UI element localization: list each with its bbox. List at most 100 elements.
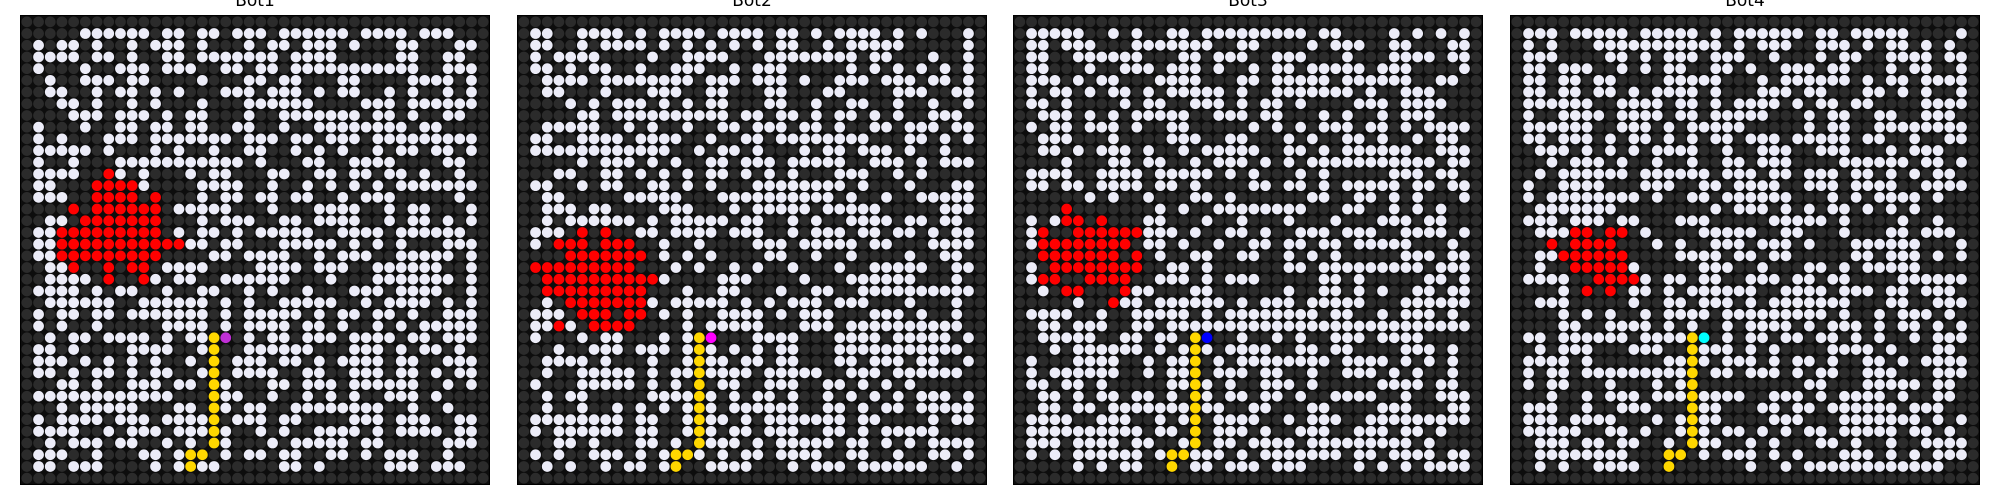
cell-wall (1306, 98, 1318, 110)
cell-open (1096, 145, 1108, 156)
cell-wall (454, 16, 466, 28)
cell-fire (600, 250, 612, 262)
cell-wall (647, 28, 658, 39)
cell-wall (834, 285, 846, 297)
cell-open (372, 414, 384, 426)
cell-wall (21, 379, 33, 390)
cell-open (91, 74, 103, 86)
cell-wall (1213, 285, 1225, 297)
cell-wall (974, 51, 986, 63)
cell-open (1330, 285, 1342, 297)
cell-wall (810, 74, 822, 86)
cell-wall (68, 191, 80, 203)
cell-wall (44, 16, 56, 28)
cell-open (1248, 250, 1260, 262)
cell-open (372, 379, 384, 390)
cell-fire (576, 308, 588, 320)
cell-wall (1119, 250, 1131, 262)
cell-open (764, 390, 775, 402)
cell-wall (407, 472, 419, 484)
cell-wall (1447, 215, 1459, 227)
cell-open (1201, 250, 1213, 262)
cell-wall (1189, 273, 1201, 285)
cell-wall (1213, 344, 1225, 355)
cell-wall (927, 215, 939, 227)
grid-frame (517, 15, 987, 485)
cell-wall (1365, 250, 1377, 262)
cell-wall (1377, 344, 1388, 355)
cell-wall (1435, 180, 1447, 192)
cell-open (810, 320, 822, 332)
cell-open (407, 86, 419, 98)
cell-wall (951, 63, 963, 75)
cell-open (927, 98, 939, 110)
cell-wall (951, 379, 963, 390)
cell-wall (1166, 472, 1178, 484)
cell-open (588, 121, 600, 133)
cell-open (647, 227, 658, 238)
cell-wall (717, 227, 729, 238)
cell-wall (255, 203, 267, 215)
cell-wall (442, 191, 454, 203)
cell-open (717, 297, 729, 309)
cell-wall (881, 16, 892, 28)
cell-wall (1470, 367, 1482, 379)
cell-open (278, 121, 290, 133)
cell-path (208, 367, 220, 379)
cell-wall (21, 308, 33, 320)
cell-wall (103, 121, 115, 133)
cell-wall (1330, 355, 1342, 367)
cell-wall (44, 402, 56, 414)
cell-open (33, 180, 44, 192)
cell-fire (553, 320, 565, 332)
cell-open (1037, 402, 1049, 414)
cell-open (161, 262, 173, 273)
cell-wall (1143, 332, 1154, 344)
cell-wall (419, 367, 431, 379)
cell-open (173, 449, 185, 461)
cell-wall (360, 320, 372, 332)
cell-fire (588, 250, 600, 262)
cell-open (635, 191, 647, 203)
cell-wall (454, 273, 466, 285)
cell-open (442, 320, 454, 332)
cell-open (951, 437, 963, 449)
cell-open (372, 238, 384, 250)
cell-open (337, 28, 349, 39)
cell-wall (1014, 402, 1026, 414)
cell-wall (799, 227, 811, 238)
cell-wall (834, 472, 846, 484)
cell-wall (717, 425, 729, 437)
cell-wall (1248, 51, 1260, 63)
cell-wall (477, 308, 489, 320)
cell-open (208, 156, 220, 168)
cell-wall (56, 74, 68, 86)
cell-open (103, 51, 115, 63)
cell-open (1049, 414, 1061, 426)
cell-open (927, 390, 939, 402)
cell-wall (1225, 74, 1236, 86)
cell-open (612, 414, 623, 426)
cell-open (892, 390, 904, 402)
cell-open (1072, 180, 1084, 192)
cell-open (740, 320, 752, 332)
cell-open (232, 355, 243, 367)
cell-open (1084, 110, 1096, 121)
cell-open (869, 156, 881, 168)
cell-wall (454, 402, 466, 414)
cell-wall (138, 355, 150, 367)
cell-wall (1283, 16, 1295, 28)
cell-open (68, 145, 80, 156)
cell-open (1154, 227, 1166, 238)
cell-wall (1108, 203, 1119, 215)
cell-fire (150, 250, 161, 262)
ship-grid (1511, 16, 1979, 484)
cell-open (857, 297, 869, 309)
cell-open (787, 449, 799, 461)
cell-open (302, 390, 314, 402)
cell-open (623, 39, 635, 51)
cell-open (927, 238, 939, 250)
cell-open (290, 437, 302, 449)
cell-open (442, 227, 454, 238)
cell-wall (243, 390, 255, 402)
